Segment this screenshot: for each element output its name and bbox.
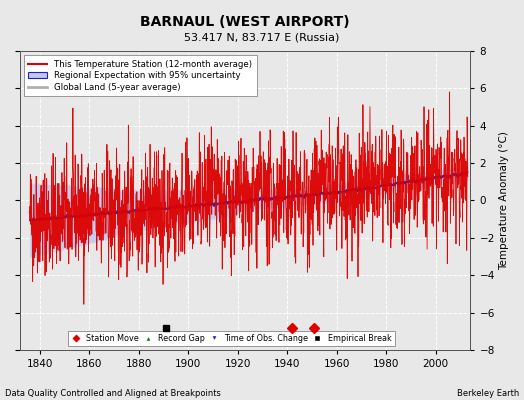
Title: BARNAUL (WEST AIRPORT): BARNAUL (WEST AIRPORT) (140, 15, 350, 29)
Text: Berkeley Earth: Berkeley Earth (456, 389, 519, 398)
Text: 53.417 N, 83.717 E (Russia): 53.417 N, 83.717 E (Russia) (184, 32, 340, 42)
Legend: Station Move, Record Gap, Time of Obs. Change, Empirical Break: Station Move, Record Gap, Time of Obs. C… (69, 330, 395, 346)
Text: Data Quality Controlled and Aligned at Breakpoints: Data Quality Controlled and Aligned at B… (5, 389, 221, 398)
Y-axis label: Temperature Anomaly (°C): Temperature Anomaly (°C) (499, 131, 509, 270)
